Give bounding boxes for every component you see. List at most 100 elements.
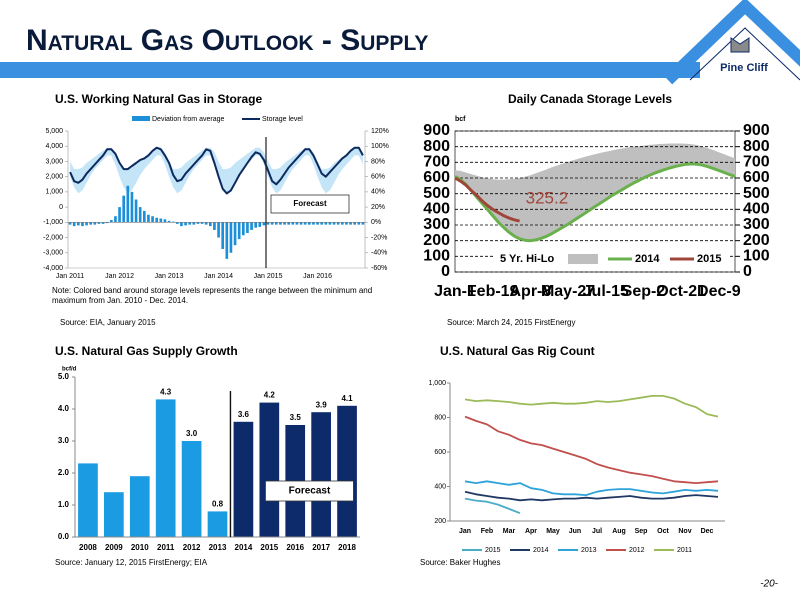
- y2-tick-label: 800: [743, 138, 770, 155]
- x-tick-label: Jan: [459, 528, 471, 535]
- bar: [104, 492, 124, 537]
- y-tick-label: 3.0: [58, 436, 70, 445]
- legend-label: 2011: [677, 547, 692, 554]
- bar: [114, 216, 117, 223]
- x-tick-label: Jan 2015: [254, 273, 283, 280]
- bar: [225, 222, 229, 259]
- range-band: [455, 143, 735, 241]
- bar: [181, 441, 202, 537]
- data-label: 3.9: [316, 400, 328, 409]
- y-tick-label: 1,000: [428, 380, 446, 387]
- data-label: 3.6: [238, 410, 250, 419]
- x-tick-label: May: [546, 528, 560, 535]
- bar: [76, 222, 80, 226]
- y-tick-label: 400: [434, 483, 446, 490]
- y2-tick-label: -20%: [371, 234, 387, 241]
- y-tick-label: -1,000: [43, 219, 63, 226]
- bar: [287, 222, 291, 225]
- bar: [237, 222, 241, 240]
- line: [464, 415, 719, 484]
- bar: [213, 222, 216, 230]
- bar: [259, 402, 280, 537]
- x-tick-label: Jul: [592, 528, 602, 535]
- x-tick-label: Apr: [525, 528, 537, 535]
- x-tick-label: Jan 2014: [204, 273, 233, 280]
- bar: [258, 222, 262, 227]
- bar: [192, 222, 196, 225]
- bar: [122, 195, 126, 223]
- bar: [151, 216, 154, 223]
- bar: [217, 222, 220, 238]
- y-tick-label: 900: [423, 122, 450, 139]
- bar: [109, 220, 113, 223]
- y2-tick-label: -40%: [371, 250, 387, 257]
- bar: [207, 511, 228, 537]
- x-tick-label: Jan 2012: [105, 273, 134, 280]
- x-tick-label: Jul-15: [583, 283, 629, 300]
- x-tick-label: Jan 2011: [56, 273, 84, 280]
- bar: [266, 222, 270, 225]
- x-tick-label: Jan 2016: [303, 273, 332, 280]
- bar: [188, 222, 192, 225]
- x-tick-label: Aug: [612, 528, 626, 535]
- bar: [126, 185, 130, 223]
- logo-roof: [663, 0, 800, 85]
- y2-tick-label: 400: [743, 201, 770, 218]
- legend-label: 2014: [533, 547, 549, 554]
- bar: [337, 405, 357, 537]
- x-tick-label: May-27: [541, 283, 595, 300]
- bar: [274, 222, 278, 225]
- bar: [159, 218, 163, 223]
- legend-label: Deviation from average: [152, 116, 224, 123]
- source: Source: March 24, 2015 FirstEnergy: [447, 318, 576, 327]
- bar: [118, 207, 121, 223]
- x-tick-label: Feb-19: [467, 283, 519, 300]
- chart-title: U.S. Natural Gas Supply Growth: [55, 344, 238, 358]
- x-tick-label: 2010: [131, 543, 149, 552]
- chart-title: U.S. Working Natural Gas in Storage: [55, 92, 262, 106]
- y-tick-label: 300: [423, 216, 450, 233]
- line: [454, 162, 736, 243]
- bar: [204, 222, 208, 225]
- annotation-box: [265, 480, 354, 502]
- bar: [328, 222, 332, 225]
- x-tick-label: 2016: [286, 543, 304, 552]
- annotation-box: [270, 194, 350, 214]
- y-tick-label: 5,000: [45, 128, 63, 135]
- y2-tick-label: 80%: [371, 158, 385, 165]
- page-number: -20-: [760, 579, 778, 590]
- y-tick-label: 2,000: [45, 174, 63, 181]
- bar: [312, 222, 315, 225]
- line: [454, 176, 520, 223]
- y-tick-label: 5.0: [58, 372, 70, 381]
- bar: [340, 222, 344, 225]
- bar: [147, 214, 150, 223]
- y-tick-label: 4.0: [58, 404, 70, 413]
- y2-tick-label: 900: [743, 122, 770, 139]
- bar: [299, 222, 303, 225]
- chart-note: Note: Colored band around storage levels…: [52, 286, 373, 305]
- x-tick-label: Sep-2: [622, 283, 666, 300]
- legend-label: 2012: [629, 547, 645, 554]
- bar: [233, 421, 254, 537]
- y2-tick-label: 100%: [371, 143, 389, 150]
- y2-tick-label: 500: [743, 185, 770, 202]
- y2-tick-label: 300: [743, 216, 770, 233]
- bar: [270, 222, 274, 225]
- x-tick-label: Mar: [503, 528, 516, 535]
- bar: [171, 221, 175, 223]
- source: Source: January 12, 2015 FirstEnergy; EI…: [55, 558, 208, 567]
- logo-emblem: [730, 37, 750, 53]
- data-label: 4.1: [341, 394, 353, 403]
- y-tick-label: 800: [423, 138, 450, 155]
- y-tick-label: 400: [423, 201, 450, 218]
- bar: [155, 399, 176, 537]
- bar: [97, 222, 101, 224]
- y2-tick-label: 0%: [371, 219, 381, 226]
- bar: [68, 222, 72, 225]
- x-tick-label: 2009: [105, 543, 123, 552]
- bar: [357, 222, 361, 225]
- bar: [155, 217, 159, 223]
